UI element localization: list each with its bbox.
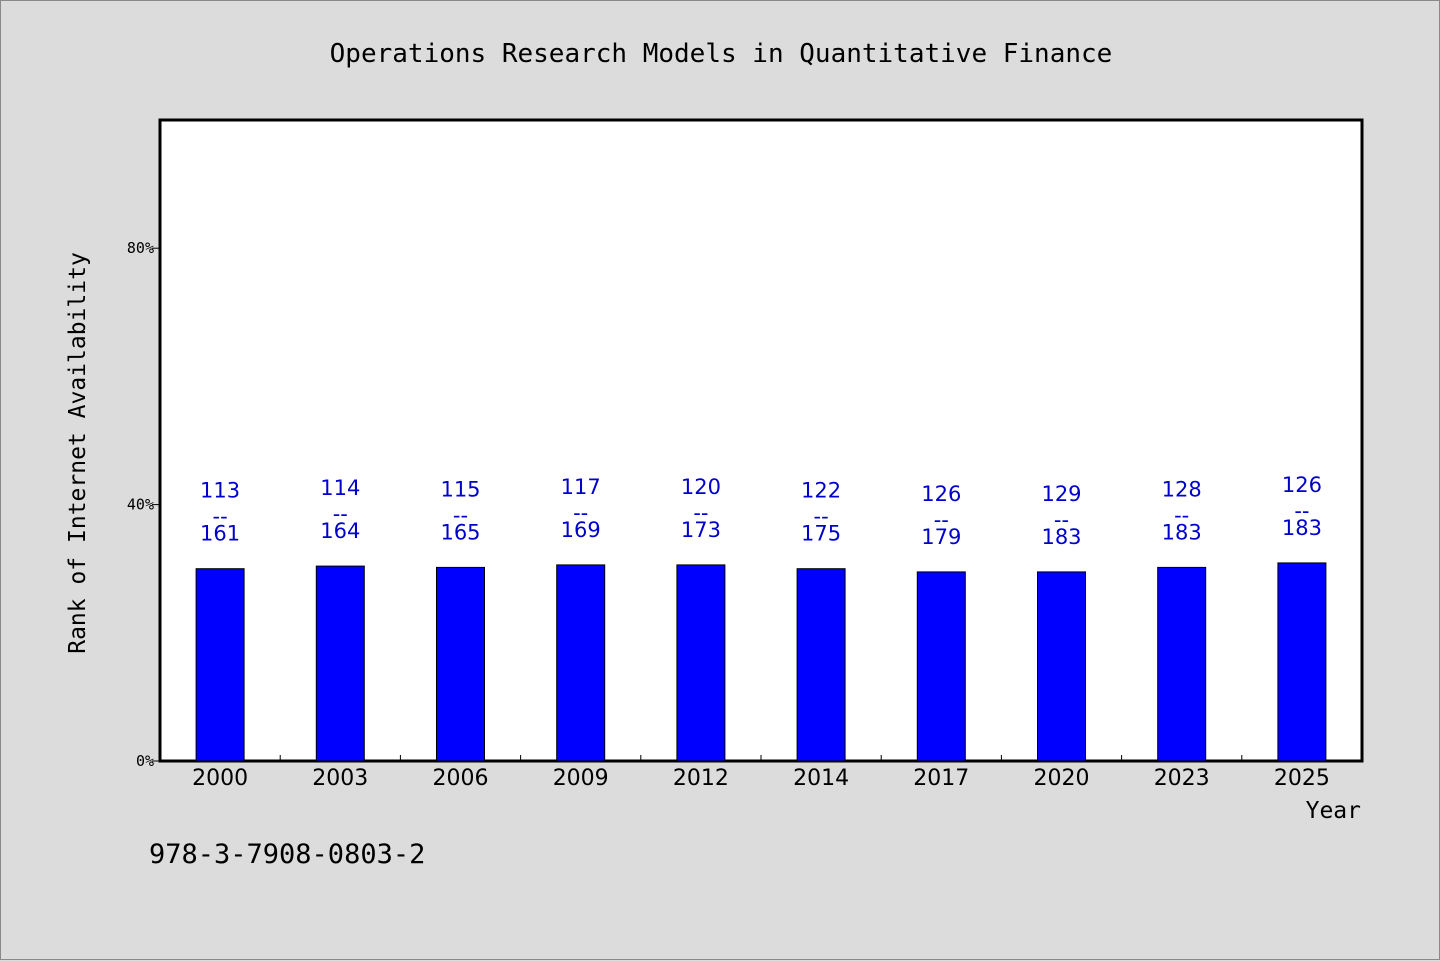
data-label-top-2014: 122 (801, 479, 841, 503)
bar-2012 (676, 564, 726, 762)
data-label-sep-2009: -- (573, 501, 588, 525)
data-label-top-2012: 120 (681, 475, 721, 499)
x-tick-label-2009: 2009 (553, 766, 609, 791)
data-label-bottom-2014: 175 (801, 522, 841, 546)
y-axis: 0% 40% 80% (127, 239, 160, 770)
data-label-sep-2017: -- (934, 508, 949, 532)
x-tick-label-2014: 2014 (793, 766, 849, 791)
data-label-sep-2023: -- (1174, 503, 1189, 527)
x-tick-label-2023: 2023 (1154, 766, 1210, 791)
data-label-bottom-2003: 164 (320, 519, 360, 543)
data-label-sep-2000: -- (213, 505, 228, 529)
bar-2000 (195, 568, 245, 762)
data-label-top-2023: 128 (1162, 477, 1202, 501)
y-tick-label: 0% (136, 752, 154, 770)
x-tick-label-2003: 2003 (312, 766, 368, 791)
data-label-sep-2006: -- (453, 503, 468, 527)
data-label-bottom-2023: 183 (1162, 520, 1202, 544)
x-tick-label-2012: 2012 (673, 766, 729, 791)
data-label-top-2006: 115 (440, 477, 480, 501)
data-label-top-2003: 114 (320, 476, 360, 500)
bar-2017 (916, 571, 966, 762)
data-label-top-2020: 129 (1041, 482, 1081, 506)
bar-2025 (1277, 562, 1327, 762)
x-tick-label-2025: 2025 (1274, 766, 1330, 791)
bar-2006 (436, 566, 485, 762)
isbn-footer: 978-3-7908-0803-2 (149, 839, 425, 870)
bar-2003 (315, 565, 365, 762)
y-axis-label: Rank of Internet Availability (65, 252, 91, 654)
bar-2014 (796, 568, 846, 762)
data-labels-group: 161--113164--114165--115169--117173--120… (200, 473, 1322, 549)
data-label-sep-2012: -- (693, 501, 708, 525)
data-label-bottom-2012: 173 (681, 518, 721, 542)
x-tick-label-2020: 2020 (1034, 766, 1090, 791)
x-tick-label-2017: 2017 (913, 766, 969, 791)
y-tick-label: 40% (127, 496, 154, 514)
bars-group (195, 562, 1327, 762)
data-label-bottom-2000: 161 (200, 522, 240, 546)
data-label-sep-2025: -- (1294, 499, 1309, 523)
y-tick-label: 80% (127, 239, 154, 257)
data-label-sep-2003: -- (333, 502, 348, 526)
data-label-bottom-2009: 169 (561, 518, 601, 542)
data-label-top-2025: 126 (1282, 473, 1322, 497)
x-axis-label: Year (1306, 798, 1361, 824)
data-label-bottom-2020: 183 (1041, 525, 1081, 549)
x-tick-label-2006: 2006 (433, 766, 489, 791)
data-label-sep-2014: -- (814, 505, 829, 529)
bar-2020 (1037, 571, 1086, 762)
data-label-sep-2020: -- (1054, 508, 1069, 532)
bar-2023 (1157, 566, 1207, 762)
chart-title: Operations Research Models in Quantitati… (330, 39, 1113, 69)
x-axis: 2000 2003 2006 2009 2012 2014 2017 2020 2023 2025 (192, 755, 1330, 791)
data-label-bottom-2025: 183 (1282, 516, 1322, 540)
bar-2009 (556, 564, 606, 762)
data-label-top-2009: 117 (561, 475, 601, 499)
x-tick-label-2000: 2000 (192, 766, 248, 791)
data-label-bottom-2017: 179 (921, 525, 961, 549)
data-label-top-2017: 126 (921, 482, 961, 506)
data-label-top-2000: 113 (200, 479, 240, 503)
data-label-bottom-2006: 165 (440, 520, 480, 544)
